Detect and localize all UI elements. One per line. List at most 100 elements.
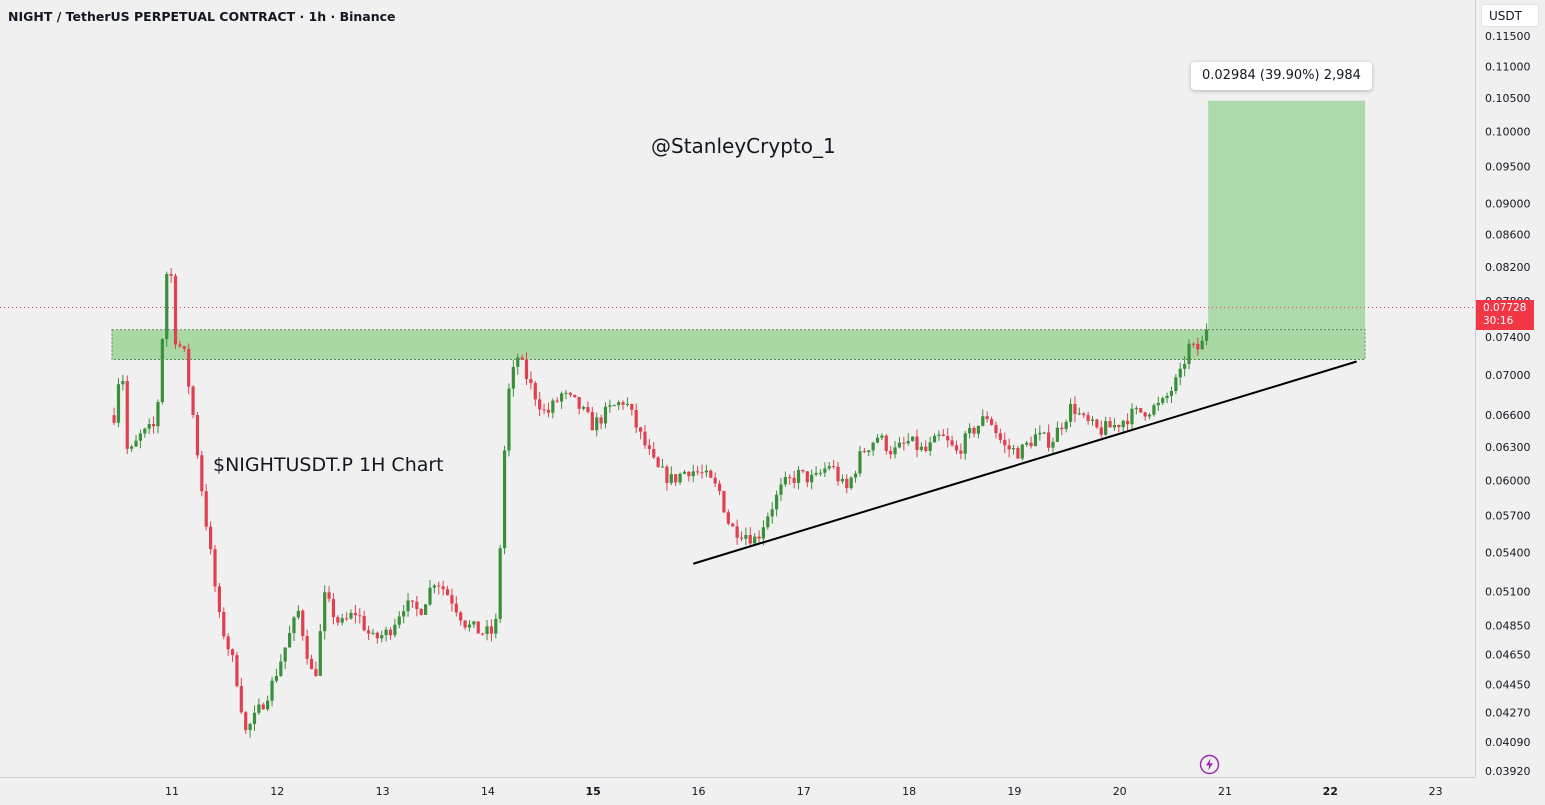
candle [959, 443, 963, 460]
candle [388, 627, 393, 640]
candle [950, 435, 954, 448]
candle [560, 391, 564, 409]
candle [366, 625, 371, 640]
candle [191, 385, 195, 419]
candle [384, 626, 388, 642]
candle [1121, 419, 1125, 434]
candle [1047, 424, 1051, 452]
candle [915, 429, 919, 458]
candle [1011, 444, 1016, 455]
candle [1108, 417, 1112, 428]
candle [761, 520, 766, 546]
candle [178, 340, 182, 348]
candle [954, 440, 959, 455]
candle [467, 620, 472, 632]
candle [261, 702, 265, 710]
candle [1143, 411, 1147, 421]
trendline[interactable] [692, 360, 1357, 565]
candle [147, 418, 151, 434]
candle [937, 430, 941, 441]
candle [371, 628, 375, 636]
candle [169, 268, 173, 283]
candle [274, 668, 279, 683]
y-tick-label: 0.04090 [1485, 736, 1531, 749]
y-tick-label: 0.04650 [1485, 648, 1531, 661]
candle [130, 444, 134, 452]
target-box[interactable] [1208, 100, 1366, 330]
candle [327, 586, 331, 603]
candle [713, 472, 717, 488]
watermark-handle: @StanleyCrypto_1 [651, 134, 836, 158]
candle [731, 522, 735, 527]
candle [1147, 412, 1152, 420]
candle [897, 437, 902, 449]
candle [766, 512, 770, 530]
candle [481, 632, 485, 636]
candle [1156, 396, 1160, 411]
candle [989, 416, 994, 426]
candle [134, 434, 138, 447]
candle [1038, 425, 1042, 441]
candle [252, 705, 257, 732]
y-tick-label: 0.11000 [1485, 60, 1531, 73]
candle [555, 397, 559, 404]
lightning-icon[interactable] [1199, 754, 1220, 775]
candle [1086, 411, 1090, 425]
y-tick-label: 0.06000 [1485, 474, 1531, 487]
candle [590, 406, 594, 431]
candle [305, 629, 309, 665]
candle [402, 604, 406, 624]
candle [502, 445, 507, 555]
candle [853, 470, 858, 483]
candle [156, 399, 160, 434]
x-tick-label: 16 [692, 785, 706, 798]
candle [963, 430, 967, 460]
candle [968, 423, 972, 439]
candle [1187, 339, 1191, 370]
candle [296, 605, 300, 620]
y-tick-label: 0.03920 [1485, 765, 1531, 778]
candle [770, 502, 774, 524]
candle [595, 412, 599, 437]
candle [630, 403, 634, 416]
candle [1117, 424, 1121, 433]
candle [1130, 403, 1134, 430]
support-zone[interactable] [111, 329, 1366, 360]
candle [814, 466, 818, 477]
y-tick-label: 0.06600 [1485, 409, 1531, 422]
candle [836, 461, 840, 486]
candle [1200, 335, 1204, 350]
candle [946, 428, 950, 448]
candle [301, 608, 305, 641]
currency-selector[interactable]: USDT [1481, 4, 1539, 27]
candle [1025, 440, 1029, 447]
candle [827, 462, 831, 471]
candle [617, 400, 621, 410]
candle [380, 630, 384, 643]
candle [270, 676, 274, 707]
y-tick-label: 0.09500 [1485, 160, 1531, 173]
y-tick-label: 0.08600 [1485, 228, 1531, 241]
candle [823, 462, 827, 478]
candle [529, 371, 533, 390]
x-tick-label: 12 [270, 785, 284, 798]
x-tick-label: 21 [1218, 785, 1232, 798]
candle [1183, 356, 1187, 377]
candle [182, 345, 186, 352]
candle [1029, 436, 1033, 449]
candle [704, 464, 708, 478]
candle [485, 620, 489, 641]
y-tick-label: 0.04850 [1485, 620, 1531, 633]
candle [358, 608, 362, 624]
bar-countdown: 30:16 [1483, 315, 1514, 327]
candle [437, 581, 441, 595]
x-tick-label: 20 [1113, 785, 1127, 798]
candle [533, 381, 537, 406]
candle [1007, 438, 1011, 458]
candle [757, 530, 761, 545]
candle [362, 610, 366, 632]
candle [801, 469, 805, 474]
candle [774, 490, 779, 517]
candle [726, 509, 730, 526]
